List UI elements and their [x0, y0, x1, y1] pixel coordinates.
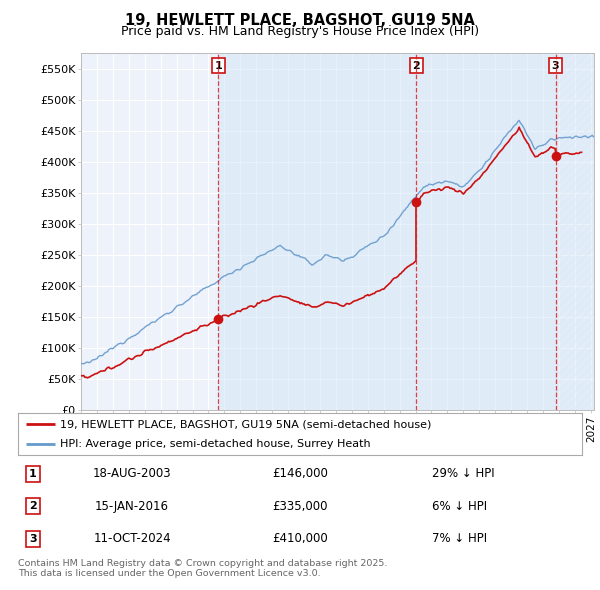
Text: Price paid vs. HM Land Registry's House Price Index (HPI): Price paid vs. HM Land Registry's House … [121, 25, 479, 38]
Text: Contains HM Land Registry data © Crown copyright and database right 2025.
This d: Contains HM Land Registry data © Crown c… [18, 559, 388, 578]
Bar [218, 53, 559, 410]
Text: 3: 3 [29, 534, 37, 543]
Text: 1: 1 [214, 61, 222, 71]
Text: £335,000: £335,000 [272, 500, 328, 513]
Text: 11-OCT-2024: 11-OCT-2024 [93, 532, 171, 545]
Text: £146,000: £146,000 [272, 467, 328, 480]
Text: 18-AUG-2003: 18-AUG-2003 [92, 467, 172, 480]
Text: 3: 3 [552, 61, 559, 71]
Text: 2: 2 [29, 502, 37, 511]
Text: 19, HEWLETT PLACE, BAGSHOT, GU19 5NA (semi-detached house): 19, HEWLETT PLACE, BAGSHOT, GU19 5NA (se… [60, 419, 431, 430]
Text: 15-JAN-2016: 15-JAN-2016 [95, 500, 169, 513]
Text: HPI: Average price, semi-detached house, Surrey Heath: HPI: Average price, semi-detached house,… [60, 439, 371, 449]
Text: 6% ↓ HPI: 6% ↓ HPI [432, 500, 487, 513]
Text: 19, HEWLETT PLACE, BAGSHOT, GU19 5NA: 19, HEWLETT PLACE, BAGSHOT, GU19 5NA [125, 13, 475, 28]
Text: £410,000: £410,000 [272, 532, 328, 545]
Text: 1: 1 [29, 469, 37, 478]
Text: 29% ↓ HPI: 29% ↓ HPI [432, 467, 494, 480]
Text: 2: 2 [412, 61, 420, 71]
Bar [559, 53, 594, 410]
Text: 7% ↓ HPI: 7% ↓ HPI [432, 532, 487, 545]
